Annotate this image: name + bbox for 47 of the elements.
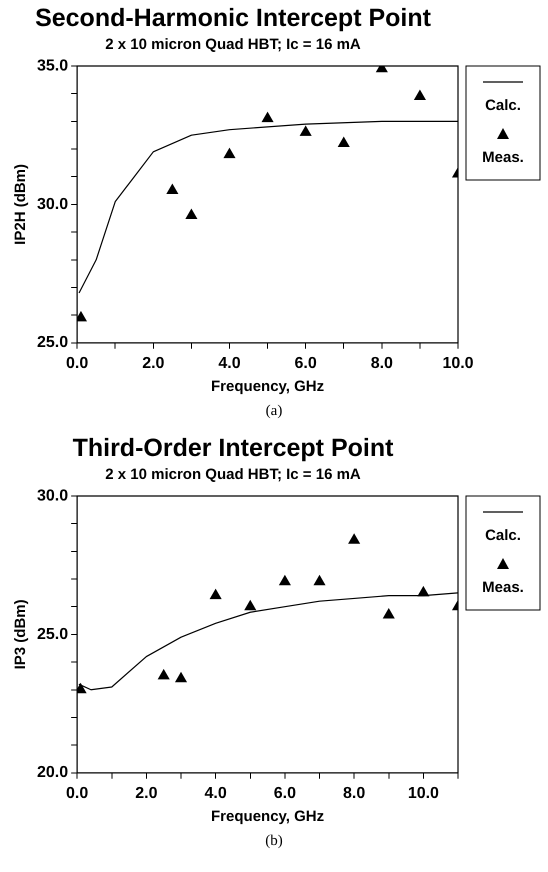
legend-label: Meas. xyxy=(482,149,524,166)
y-axis-title: IP2H (dBm) xyxy=(12,164,30,245)
x-tick-label: 4.0 xyxy=(204,784,227,802)
chart-title: Second-Harmonic Intercept Point xyxy=(35,4,432,32)
point xyxy=(244,600,256,610)
x-axis-title: Frequency, GHz xyxy=(211,808,324,826)
legend-label: Calc. xyxy=(485,527,521,544)
legend-label: Calc. xyxy=(485,97,521,114)
point xyxy=(338,137,350,148)
point xyxy=(210,589,222,600)
chart-subtitle: 2 x 10 micron Quad HBT; Ic = 16 mA xyxy=(105,36,361,54)
x-axis-title: Frequency, GHz xyxy=(211,378,324,396)
point xyxy=(224,148,236,158)
text: (a) xyxy=(264,402,284,421)
x-tick-label: 6.0 xyxy=(294,354,317,372)
x-tick-label: 0.0 xyxy=(66,354,88,372)
point xyxy=(348,534,360,544)
point xyxy=(166,184,178,194)
point xyxy=(262,112,274,122)
y-tick-label: 20.0 xyxy=(37,764,68,782)
x-tick-label: 8.0 xyxy=(343,784,366,802)
point xyxy=(279,575,291,586)
point xyxy=(414,90,426,100)
legend-label: Meas. xyxy=(482,579,524,596)
point xyxy=(314,575,326,586)
x-tick-label: 8.0 xyxy=(370,354,394,372)
x-tick-label: 0.0 xyxy=(66,784,88,802)
x-tick-label: 10.0 xyxy=(408,784,440,802)
y-tick-label: 25.0 xyxy=(37,334,68,352)
y-tick-label: 30.0 xyxy=(37,487,68,504)
x-tick-label: 4.0 xyxy=(218,354,241,372)
point xyxy=(300,126,312,136)
x-tick-label: 2.0 xyxy=(142,354,165,372)
chart-title: Third-Order Intercept Point xyxy=(72,434,394,462)
point xyxy=(186,208,198,219)
y-tick-label: 30.0 xyxy=(37,196,68,213)
y-tick-label: 25.0 xyxy=(37,626,68,643)
point xyxy=(383,608,394,619)
text: (b) xyxy=(264,832,284,851)
x-tick-label: 10.0 xyxy=(442,354,474,372)
y-tick-label: 35.0 xyxy=(37,57,68,74)
y-axis-title: IP3 (dBm) xyxy=(12,599,30,670)
chart-subtitle: 2 x 10 micron Quad HBT; Ic = 16 mA xyxy=(105,466,361,484)
x-tick-label: 6.0 xyxy=(274,784,296,802)
point xyxy=(158,669,170,680)
point xyxy=(175,672,187,682)
x-tick-label: 2.0 xyxy=(135,784,158,802)
